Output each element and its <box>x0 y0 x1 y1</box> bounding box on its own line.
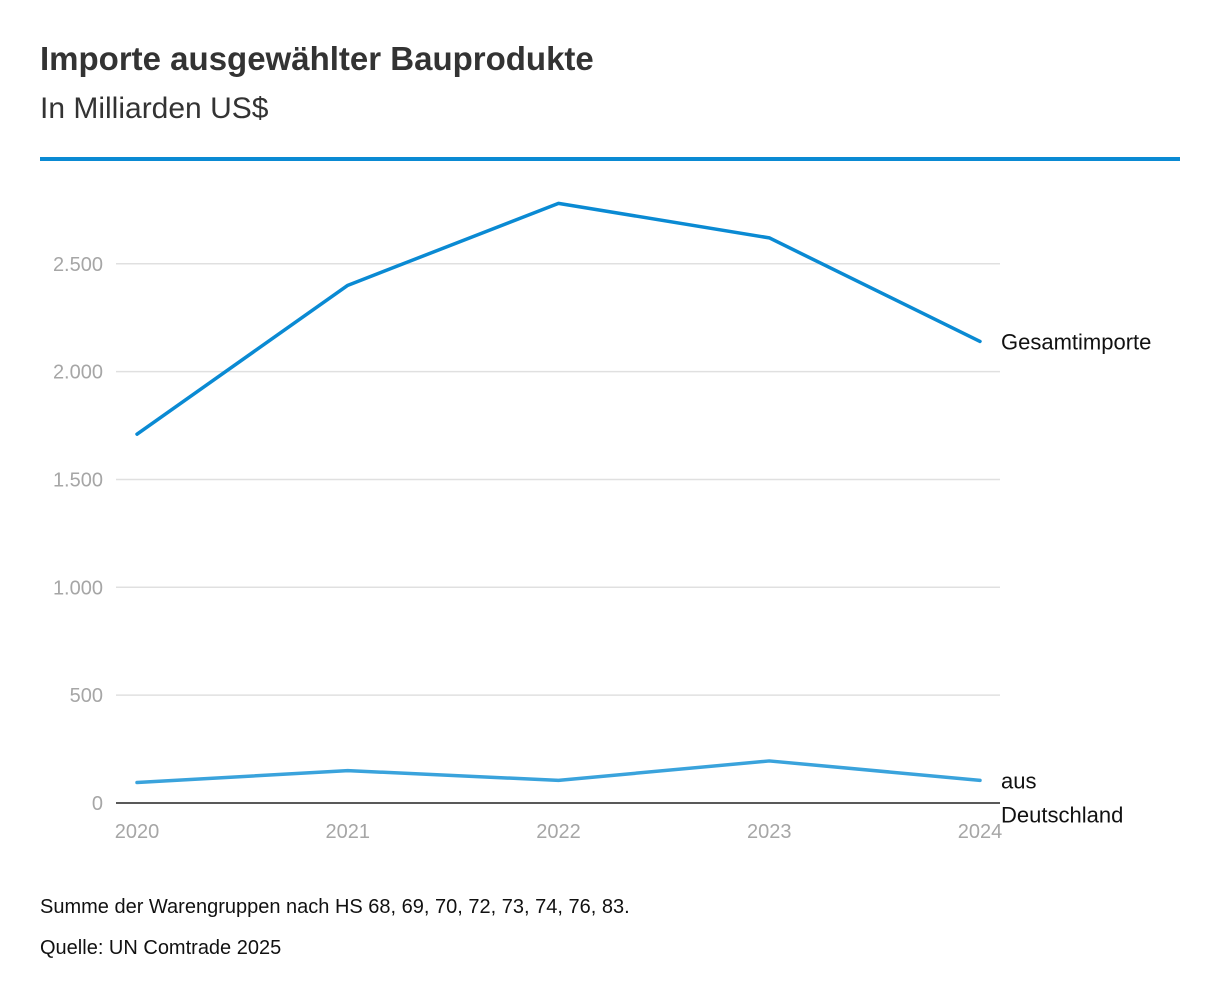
gridlines <box>116 263 1000 696</box>
y-tick-label: 0 <box>92 793 103 815</box>
y-tick-label: 1.500 <box>53 469 103 491</box>
series-labels: Gesamtimporte aus Deutschland <box>1001 329 1151 827</box>
x-tick-label: 2024 <box>958 821 1003 843</box>
x-tick-label: 2021 <box>326 821 371 843</box>
x-tick-label: 2020 <box>115 821 160 843</box>
y-tick-label: 1.000 <box>53 577 103 599</box>
series-line-gesamtimporte <box>135 201 982 436</box>
x-axis-ticks: 2020 2021 2022 2023 2024 <box>115 821 1003 843</box>
footnote: Summe der Warengruppen nach HS 68, 69, 7… <box>40 896 630 918</box>
y-tick-label: 500 <box>70 685 103 707</box>
y-axis-ticks: 0 500 1.000 1.500 2.000 2.500 <box>53 254 103 815</box>
y-tick-label: 2.000 <box>53 362 103 384</box>
series-label: aus <box>1001 768 1036 793</box>
series-line-deutschland <box>135 759 982 785</box>
series-label: Gesamtimporte <box>1001 329 1151 354</box>
y-tick-label: 2.500 <box>53 254 103 276</box>
x-tick-label: 2023 <box>747 821 792 843</box>
header-divider <box>40 157 1180 161</box>
source-note: Quelle: UN Comtrade 2025 <box>40 937 282 959</box>
series-label: Deutschland <box>1001 802 1123 827</box>
series <box>135 201 982 785</box>
x-tick-label: 2022 <box>536 821 581 843</box>
chart-subtitle: In Milliarden US$ <box>40 92 269 125</box>
chart-title: Importe ausgewählter Bauprodukte <box>40 40 594 77</box>
